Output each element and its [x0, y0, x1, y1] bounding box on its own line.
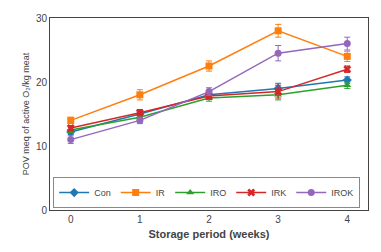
svg-text:IROK: IROK [331, 188, 353, 198]
svg-text:Storage period (weeks): Storage period (weeks) [148, 228, 269, 240]
svg-text:10: 10 [36, 141, 48, 152]
svg-text:4: 4 [344, 214, 350, 225]
svg-text:20: 20 [36, 77, 48, 88]
svg-text:Con: Con [94, 188, 111, 198]
svg-text:IRK: IRK [271, 188, 286, 198]
svg-text:0: 0 [68, 214, 74, 225]
svg-text:3: 3 [275, 214, 281, 225]
svg-text:1: 1 [137, 214, 143, 225]
svg-text:IR: IR [156, 188, 166, 198]
svg-text:POV meq of active O₂/kg meat: POV meq of active O₂/kg meat [21, 52, 31, 175]
svg-text:IRO: IRO [210, 188, 226, 198]
svg-text:2: 2 [206, 214, 212, 225]
svg-text:0: 0 [41, 205, 47, 216]
svg-text:30: 30 [36, 13, 48, 24]
